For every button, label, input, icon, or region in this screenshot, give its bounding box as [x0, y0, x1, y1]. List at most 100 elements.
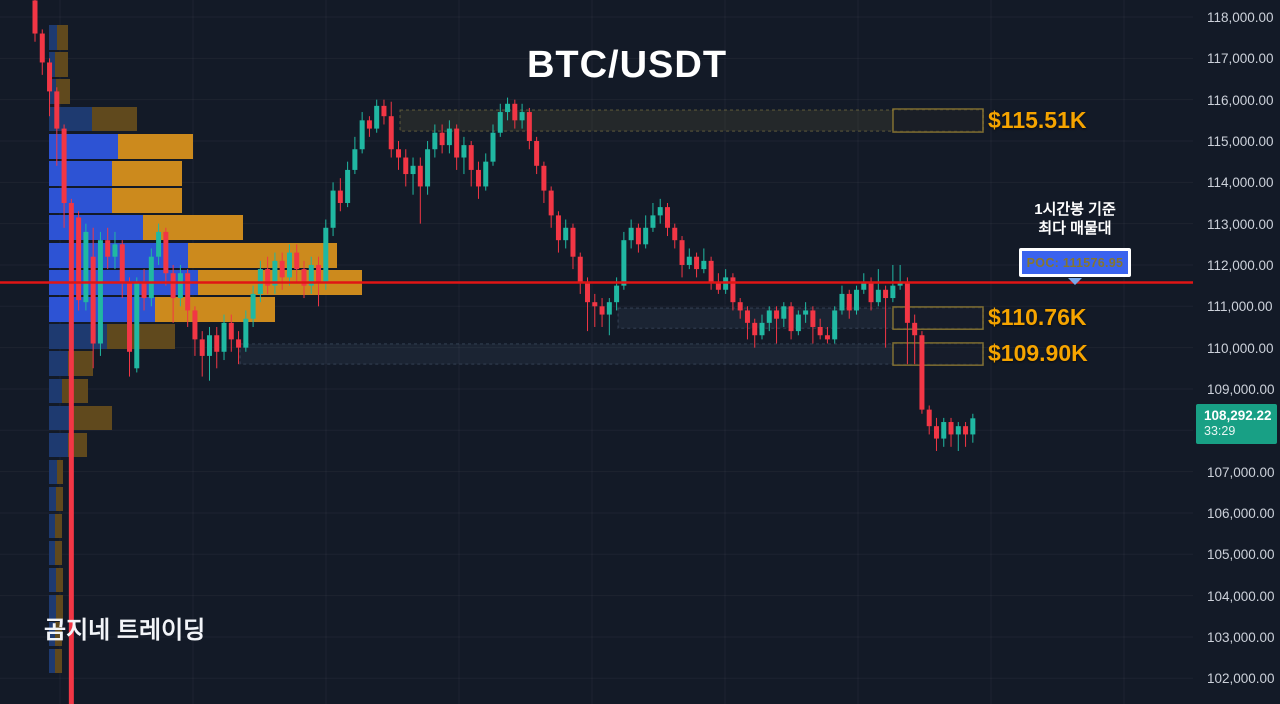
candle-body [228, 322, 234, 340]
candle-body [766, 310, 772, 323]
candle-body [468, 145, 474, 170]
candle-body [83, 231, 89, 303]
candle-body [483, 161, 489, 187]
candle-body [199, 339, 205, 356]
candle-body [926, 409, 932, 427]
candle-body [279, 260, 285, 278]
volume-profile-bar-buy [49, 460, 57, 484]
zone-price-label-115[interactable]: $115.51K [988, 106, 1087, 133]
last-price: 108,292.22 [1204, 408, 1272, 424]
candle-body [541, 165, 547, 191]
candle-body [606, 302, 612, 315]
poc-label[interactable]: POC: 111576.95 [1019, 248, 1131, 277]
watermark: 곰지네 트레이딩 [44, 617, 206, 644]
candle-body [243, 318, 249, 348]
volume-profile-bar-buy [49, 324, 107, 349]
candle-body [955, 426, 961, 435]
volume-profile-bar-sell [56, 568, 63, 592]
candle-body [294, 252, 300, 270]
candle-body [643, 227, 649, 245]
volume-profile-bar-sell [55, 52, 68, 77]
candle-body [105, 240, 111, 257]
candle-body [206, 335, 212, 356]
candle-body [686, 256, 692, 265]
zone-label-box [892, 108, 984, 133]
candle-body [933, 426, 939, 439]
candle-body [824, 335, 830, 340]
volume-profile-bar-buy [49, 351, 68, 376]
candle-body [795, 314, 801, 332]
volume-profile-bar-buy [49, 25, 57, 50]
candle-body [505, 103, 511, 113]
volume-profile-bar-sell [55, 514, 62, 538]
candle-body [374, 105, 380, 129]
candle-body [68, 202, 74, 704]
candle-body [563, 227, 569, 241]
candle-body [163, 231, 169, 274]
volume-profile-bar-sell [188, 243, 337, 268]
candle-body [774, 310, 780, 319]
candle-body [621, 240, 627, 286]
volume-profile-bar-buy [49, 379, 62, 403]
volume-profile-bar-sell [55, 622, 62, 646]
candle-body [708, 260, 714, 282]
candle-body [715, 281, 721, 290]
volume-profile-bar-sell [56, 79, 70, 104]
volume-profile-bar-sell [55, 541, 62, 565]
candle-body [475, 169, 481, 187]
candle-body [788, 306, 794, 332]
volume-profile-bar-buy [49, 487, 56, 511]
axis-tick-label: 112,000.00 [1207, 257, 1274, 273]
axis-tick-label: 117,000.00 [1207, 51, 1274, 67]
candle-body [512, 103, 518, 121]
candle-body [330, 190, 336, 228]
candle-body [497, 112, 503, 133]
candle-body [308, 264, 314, 286]
candle-body [221, 322, 227, 352]
axis-tick-label: 110,000.00 [1207, 340, 1274, 356]
candle-body [446, 128, 452, 146]
candle-body [417, 165, 423, 187]
candle-body [119, 244, 125, 282]
candle-body [425, 149, 431, 187]
chart-pane[interactable]: BTC/USDT 1시간봉 기준 최다 매물대 POC: 111576.95 $… [0, 0, 1193, 704]
price-axis[interactable]: 118,000.00 117,000.00 116,000.00 115,000.00… [1193, 0, 1280, 704]
candle-body [148, 256, 154, 299]
zone-price-label-109[interactable]: $109.90K [988, 340, 1088, 367]
volume-profile-bar-buy [49, 433, 68, 457]
axis-tick-label: 109,000.00 [1207, 381, 1275, 397]
candle-body [810, 310, 816, 327]
candle-body [396, 149, 401, 158]
candle-body [875, 289, 881, 303]
candle-body [912, 322, 918, 336]
candle-body [664, 207, 670, 228]
volume-profile-bar-sell [92, 107, 137, 131]
volume-profile-bar-sell [55, 649, 62, 673]
candle-body [635, 227, 641, 245]
candle-body [570, 227, 576, 257]
candle-body [359, 120, 365, 150]
axis-tick-label: 116,000.00 [1207, 92, 1274, 108]
zone-price-label-110[interactable]: $110.76K [988, 304, 1087, 331]
candle-body [381, 105, 387, 117]
candle-body [112, 244, 118, 257]
candle-body [316, 264, 322, 282]
candle-body [694, 256, 700, 270]
candle-body [490, 132, 496, 162]
volume-profile-bar-sell [56, 487, 63, 511]
candle-body [90, 256, 96, 344]
candle-body [272, 260, 278, 286]
candle-body [39, 33, 45, 63]
candle-body [177, 273, 183, 299]
volume-profile-bar-sell [112, 188, 182, 213]
candle-body [301, 269, 307, 286]
volume-profile-bar-buy [49, 568, 56, 592]
candle-body [628, 227, 634, 241]
axis-tick-label: 115,000.00 [1207, 133, 1274, 149]
current-price-badge: 108,292.22 33:29 [1196, 404, 1277, 445]
poc-pointer-icon [1068, 278, 1082, 285]
candle-body [890, 285, 896, 299]
candle-body [861, 281, 867, 290]
candle-body [970, 418, 976, 435]
